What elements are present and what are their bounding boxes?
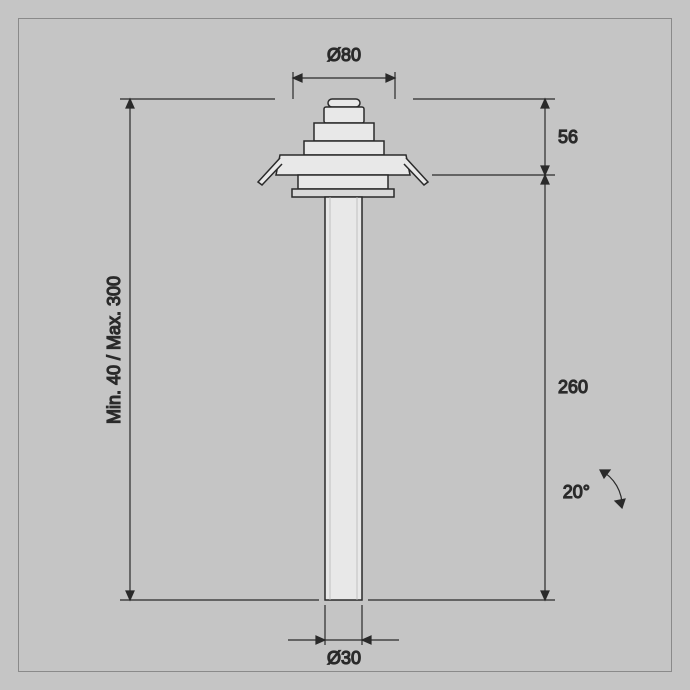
dim-beam-angle-label: 20° <box>563 482 590 502</box>
dim-bottom-diameter: Ø30 <box>288 605 399 668</box>
fixture-head <box>258 99 428 197</box>
dim-left-range-label: Min. 40 / Max. 300 <box>104 276 124 424</box>
diagram-svg: Ø80 Ø30 Min. 40 / Max. 300 56 260 <box>0 0 690 690</box>
dim-top-diameter-label: Ø80 <box>327 45 361 65</box>
dim-top-diameter: Ø80 <box>293 45 395 99</box>
dim-right-lower-label: 260 <box>558 377 588 397</box>
dim-right-upper-label: 56 <box>558 127 578 147</box>
fixture-tube <box>325 197 362 600</box>
dim-bottom-diameter-label: Ø30 <box>327 648 361 668</box>
dim-beam-angle: 20° <box>563 470 625 508</box>
